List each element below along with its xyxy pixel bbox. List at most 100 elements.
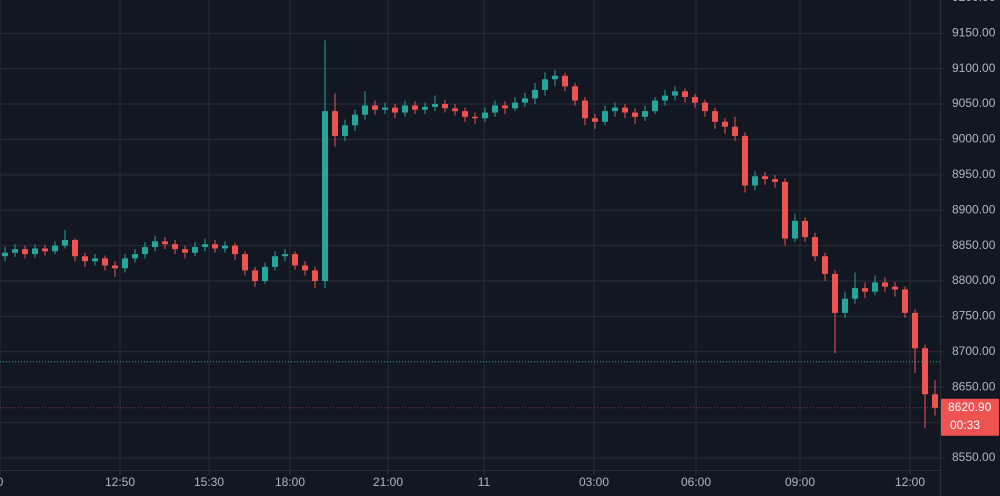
candle-body [2,252,8,257]
x-tick-label: 12:00 [895,475,925,489]
candle-body [402,105,408,113]
candle-body [132,254,138,259]
candle-body [562,75,568,87]
candle-body [512,102,518,109]
countdown-label: 00:33 [950,418,980,432]
candle-body [602,111,608,122]
candle-body [192,247,198,253]
candle-body [282,254,288,257]
candle-body [532,89,538,99]
candle-body [522,98,528,103]
candle-body [22,249,28,255]
x-tick-label: 0 [0,475,4,489]
x-tick-label: 12:50 [105,475,135,489]
candle-body [872,282,878,292]
x-tick-label: 09:00 [785,475,815,489]
x-tick-label: 15:30 [194,475,224,489]
candle-body [232,245,238,255]
candle-body [382,107,388,110]
candle-body [672,91,678,96]
candle-body [452,108,458,112]
candle-body [72,239,78,257]
candle-body [842,298,848,313]
candle-body [622,107,628,113]
candle-body [32,248,38,255]
candle-body [362,105,368,115]
candle-body [432,104,438,107]
candle-body [582,100,588,119]
last-price-label: 8620.90 [948,400,992,414]
y-tick-label: 8850.00 [952,238,996,252]
candle-body [482,112,488,119]
candle-body [352,114,358,126]
candle-body [822,256,828,274]
x-tick-label: 06:00 [681,475,711,489]
candle-body [852,288,858,299]
candle-body [712,111,718,122]
candle-body [542,79,548,90]
y-tick-label: 8650.00 [952,379,996,393]
candle-body [862,288,868,292]
candle-body [322,111,328,282]
y-tick-label: 8950.00 [952,167,996,181]
candle-body [472,116,478,119]
y-tick-label: 9200.00 [952,0,996,4]
grid [0,0,940,470]
candle-body [422,106,428,110]
candle-body [892,286,898,290]
candle-body [462,111,468,117]
candle-body [572,86,578,101]
candle-body [122,258,128,269]
candle-body [592,118,598,122]
candle-body [12,249,18,253]
y-tick-label: 9100.00 [952,61,996,75]
last-price-box [941,398,999,436]
candle-body [392,107,398,113]
candle-body [902,289,908,313]
candle-body [742,135,748,186]
candle-body [272,256,278,267]
candle-body [102,258,108,266]
candle-body [792,220,798,239]
candle-body [912,312,918,349]
candle-body [612,107,618,112]
candle-body [702,102,708,112]
candle-body [782,181,788,239]
y-tick-label: 9150.00 [952,25,996,39]
y-tick-label: 8550.00 [952,450,996,464]
y-tick-label: 8750.00 [952,309,996,323]
candle-body [52,245,58,252]
candle-body [552,75,558,80]
candle-body [172,244,178,250]
y-tick-label: 8800.00 [952,273,996,287]
x-tick-label: 03:00 [579,475,609,489]
candle-body [262,266,268,282]
candle-body [152,241,158,248]
candle-body [922,348,928,395]
candle-body [632,112,638,117]
x-tick-label: 18:00 [275,475,305,489]
candle-body [732,126,738,136]
candle-body [752,176,758,186]
candle-body [372,105,378,110]
candle-body [882,282,888,287]
y-tick-label: 8900.00 [952,202,996,216]
candle-body [762,176,768,180]
candle-body [302,265,308,271]
candle-body [92,258,98,262]
candle-body [812,237,818,257]
x-tick-label: 21:00 [373,475,403,489]
candle-body [682,91,688,97]
candle-body [292,254,298,266]
candle-body [182,249,188,253]
candle-body [252,270,258,282]
candle-body [642,111,648,117]
candle-body [802,220,808,238]
candle-body [202,244,208,248]
candle-body [112,265,118,269]
candle-body [242,254,248,271]
candle-body [212,244,218,249]
candle-body [412,105,418,110]
candle-body [932,394,938,408]
